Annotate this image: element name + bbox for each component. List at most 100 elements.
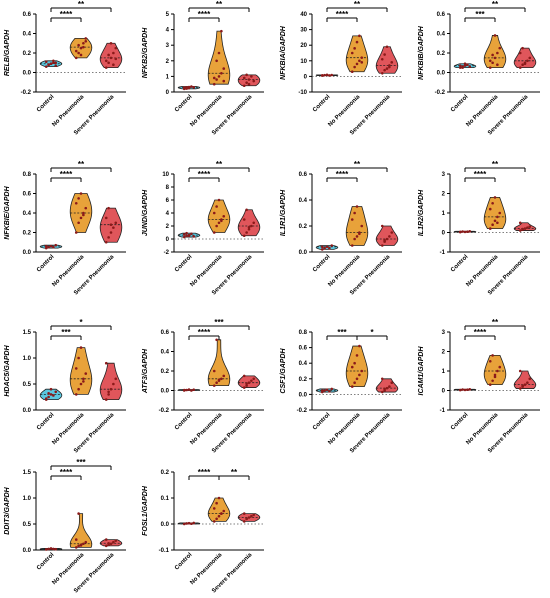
data-point xyxy=(383,387,386,391)
significance-label: **** xyxy=(60,10,73,19)
panel-4: NFKBIB/GAPDH-0.20.00.20.40.6 *****Control… xyxy=(418,0,540,136)
data-point xyxy=(212,507,216,510)
data-point xyxy=(182,522,186,526)
y-tick-label: 8 xyxy=(166,185,170,191)
data-point xyxy=(215,517,218,521)
data-point xyxy=(355,377,359,381)
data-point xyxy=(358,59,361,63)
data-point xyxy=(217,198,221,202)
y-tick-label: 0.2 xyxy=(299,224,308,230)
data-point xyxy=(493,34,497,37)
y-tick-label: 1 xyxy=(442,211,446,217)
data-point xyxy=(463,388,467,392)
data-point xyxy=(109,56,113,60)
data-point xyxy=(380,224,384,228)
category-label: Control xyxy=(450,254,470,274)
data-point xyxy=(380,390,384,394)
significance-label: *** xyxy=(214,318,224,327)
data-point xyxy=(104,361,108,365)
data-point xyxy=(84,540,88,544)
data-point xyxy=(360,224,364,228)
data-point xyxy=(360,61,364,64)
data-point xyxy=(528,56,532,60)
y-tick-label: 0.8 xyxy=(23,172,32,178)
y-axis-label: ICAM1/GAPDH xyxy=(418,346,425,396)
data-point xyxy=(320,245,324,249)
data-point xyxy=(498,365,502,369)
data-point xyxy=(112,63,115,66)
data-point xyxy=(112,382,115,386)
data-point xyxy=(79,346,83,349)
data-point xyxy=(325,245,329,249)
significance-label: ** xyxy=(492,0,499,9)
data-point xyxy=(217,378,221,382)
y-tick-label: 0.0 xyxy=(161,522,170,528)
data-point xyxy=(353,361,356,365)
y-tick-label: 0.0 xyxy=(23,250,32,256)
data-point xyxy=(82,542,85,546)
data-point xyxy=(383,239,386,242)
category-label: Control xyxy=(450,94,470,114)
y-tick-label: 0.0 xyxy=(437,71,446,77)
data-point xyxy=(491,61,494,65)
data-point xyxy=(330,244,334,247)
data-point xyxy=(498,46,502,50)
data-point xyxy=(77,387,80,391)
data-point xyxy=(328,246,331,250)
panel-13: DDIT3/GAPDH 0.0 0.5 1.0 1.5 ******* ControlNo … xyxy=(4,458,126,594)
data-point xyxy=(350,70,354,74)
y-tick-label: 0.4 xyxy=(23,211,32,217)
data-point xyxy=(109,231,113,234)
data-point xyxy=(107,206,110,210)
violin-2 xyxy=(483,197,507,229)
data-point xyxy=(187,234,191,238)
data-point xyxy=(358,232,361,236)
category-label: No Pneumonia xyxy=(189,552,223,586)
data-point xyxy=(518,51,522,55)
violin-2 xyxy=(207,199,231,233)
data-point xyxy=(245,231,248,234)
violin-3 xyxy=(99,362,123,400)
y-tick-label: 5 xyxy=(166,12,170,18)
violin-3 xyxy=(375,378,399,393)
data-point xyxy=(114,539,118,542)
data-point xyxy=(250,224,253,228)
data-point xyxy=(212,384,216,387)
data-point xyxy=(523,227,527,230)
data-point xyxy=(84,206,88,210)
data-point xyxy=(518,387,522,390)
data-point xyxy=(185,522,188,525)
data-point xyxy=(245,73,248,77)
y-tick-label: -10 xyxy=(298,90,307,96)
category-label: Control xyxy=(174,412,194,432)
y-axis-label: IL1R1/GAPDH xyxy=(280,189,287,236)
significance-label: **** xyxy=(474,328,487,337)
y-tick-label: -2 xyxy=(164,250,170,256)
data-point xyxy=(104,538,108,541)
data-point xyxy=(242,234,246,238)
data-point xyxy=(488,359,492,363)
data-point xyxy=(44,397,48,400)
y-tick-label: 0 xyxy=(304,74,308,80)
category-label: No Pneumonia xyxy=(465,412,499,446)
y-tick-label: 0.6 xyxy=(161,330,170,336)
data-point xyxy=(491,354,494,357)
data-point xyxy=(82,41,85,45)
data-point xyxy=(109,542,113,546)
data-point xyxy=(77,356,80,360)
significance-label: *** xyxy=(475,10,485,19)
data-point xyxy=(47,395,50,399)
data-point xyxy=(528,225,532,228)
data-point xyxy=(44,65,48,68)
y-tick-label: 0.8 xyxy=(299,330,308,336)
data-point xyxy=(192,86,196,89)
data-point xyxy=(250,514,253,518)
data-point xyxy=(488,66,492,69)
significance-label: ** xyxy=(492,318,499,327)
data-point xyxy=(215,205,218,208)
category-label: No Pneumonia xyxy=(327,94,361,128)
data-point xyxy=(220,29,223,33)
data-point xyxy=(242,374,246,378)
